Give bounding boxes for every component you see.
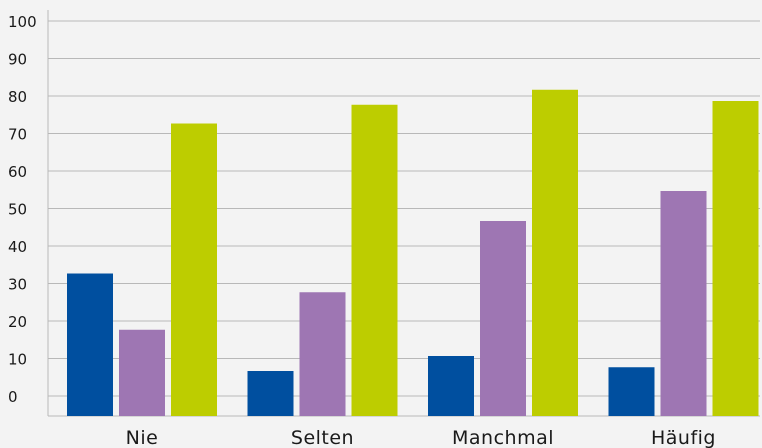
y-tick-label: 10 <box>8 351 27 369</box>
y-tick-label: 20 <box>8 313 27 331</box>
bar <box>532 89 578 416</box>
x-category-label: Häufig <box>651 427 716 448</box>
bar <box>660 191 707 416</box>
bar <box>480 221 526 416</box>
y-tick-label: 40 <box>8 238 27 256</box>
bar <box>712 101 759 416</box>
y-tick-label: 100 <box>8 13 37 31</box>
y-tick-label: 0 <box>8 388 18 406</box>
bar <box>119 329 165 416</box>
y-tick-label: 80 <box>8 88 27 106</box>
y-tick-label: 60 <box>8 163 27 181</box>
bar <box>299 292 346 416</box>
bar <box>67 273 113 416</box>
bar <box>171 123 217 416</box>
x-category-label: Manchmal <box>452 427 554 448</box>
y-axis-tick-labels: 0 10 20 30 40 50 60 70 80 90 100 <box>8 13 37 406</box>
y-tick-label: 90 <box>8 51 27 69</box>
gridlines <box>48 20 760 417</box>
x-category-label: Selten <box>291 427 354 448</box>
y-tick-label: 30 <box>8 276 27 294</box>
x-axis-category-labels: Nie Selten Manchmal Häufig <box>126 427 716 448</box>
bar <box>247 371 294 416</box>
bar <box>428 356 474 416</box>
bars <box>67 89 759 416</box>
bar <box>608 367 655 416</box>
bar <box>351 104 398 416</box>
y-tick-label: 70 <box>8 126 27 144</box>
y-tick-label: 50 <box>8 201 27 219</box>
x-category-label: Nie <box>126 427 159 448</box>
